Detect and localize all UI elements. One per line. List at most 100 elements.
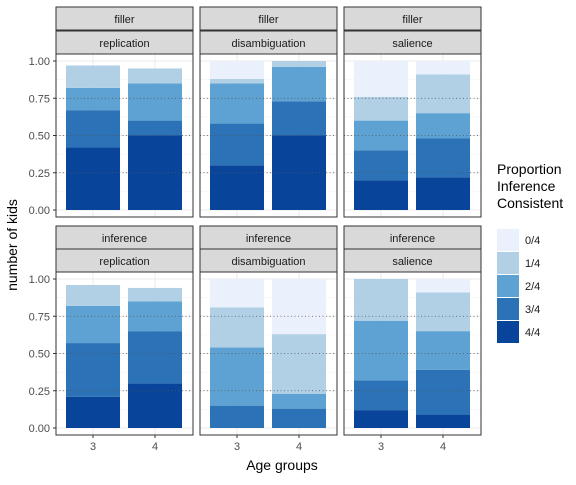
bar-segment-2-of-4 <box>66 87 120 111</box>
facet-row-label: filler <box>114 14 135 26</box>
facet-row-label: inference <box>102 233 147 245</box>
bar-segment-2-of-4 <box>210 347 264 406</box>
panel-border <box>199 271 338 436</box>
y-tick-label: 0.75 <box>29 311 50 323</box>
bar-segment-3-of-4 <box>128 331 182 384</box>
legend-label: 0/4 <box>525 235 540 247</box>
y-tick-label: 0.00 <box>29 423 50 435</box>
y-tick-label: 1.00 <box>29 274 50 286</box>
bar-segment-0-of-4 <box>210 279 264 308</box>
bar-segment-3-of-4 <box>416 369 470 415</box>
panel-border <box>343 53 482 218</box>
bar-segment-0-of-4 <box>354 61 408 97</box>
panel-border <box>343 271 482 436</box>
bar-segment-1-of-4 <box>66 284 120 306</box>
bar-segment-3-of-4 <box>354 380 408 411</box>
panel-border <box>199 53 338 218</box>
x-tick-label: 3 <box>90 441 96 453</box>
bar-segment-4-of-4 <box>128 383 182 428</box>
facet-col-label: replication <box>99 38 149 50</box>
bar-segment-3-of-4 <box>272 101 326 136</box>
y-tick-label: 0.50 <box>29 131 50 143</box>
y-tick-label: 0.00 <box>29 205 50 217</box>
y-tick-label: 0.25 <box>29 386 50 398</box>
bar-segment-1-of-4 <box>416 292 470 332</box>
bar-segment-3-of-4 <box>210 123 264 166</box>
bar-segment-1-of-4 <box>354 96 408 121</box>
bar-segment-1-of-4 <box>210 307 264 348</box>
bar-segment-1-of-4 <box>272 61 326 67</box>
bar-segment-3-of-4 <box>272 408 326 428</box>
x-axis-title: Age groups <box>246 457 318 473</box>
legend-label: 4/4 <box>525 327 540 339</box>
bar-segment-1-of-4 <box>210 78 264 84</box>
legend-label: 3/4 <box>525 304 540 316</box>
y-axis-title: number of kids <box>4 199 20 291</box>
bar-segment-1-of-4 <box>66 65 120 88</box>
y-tick-label: 1.00 <box>29 56 50 68</box>
facet-strip-row <box>55 6 194 31</box>
bar-segment-4-of-4 <box>354 180 408 210</box>
legend-title: Proportion <box>497 161 562 177</box>
facet-row-label: inference <box>390 233 435 245</box>
x-tick-label: 3 <box>234 441 240 453</box>
bar-segment-2-of-4 <box>354 120 408 151</box>
bar-segment-4-of-4 <box>416 414 470 428</box>
bar-segment-4-of-4 <box>66 396 120 428</box>
bar-segment-3-of-4 <box>416 138 470 178</box>
bar-segment-4-of-4 <box>354 410 408 428</box>
bar-segment-1-of-4 <box>128 287 182 302</box>
bar-segment-2-of-4 <box>128 83 182 121</box>
bar-segment-0-of-4 <box>210 61 264 79</box>
bar-segment-3-of-4 <box>210 405 264 428</box>
x-tick-label: 4 <box>296 441 302 453</box>
facet-col-label: replication <box>99 256 149 268</box>
bar-segment-3-of-4 <box>354 150 408 181</box>
bar-segment-0-of-4 <box>272 279 326 335</box>
bar-segment-2-of-4 <box>354 320 408 381</box>
bar-segment-1-of-4 <box>416 74 470 114</box>
bar-segment-3-of-4 <box>66 343 120 397</box>
facet-col-label: disambiguation <box>232 256 306 268</box>
y-tick-label: 0.75 <box>29 93 50 105</box>
facet-strip-row <box>343 6 482 31</box>
facet-col-label: salience <box>392 38 432 50</box>
legend-key-0-of-4 <box>497 229 519 251</box>
bar-segment-2-of-4 <box>272 66 326 102</box>
bar-segment-2-of-4 <box>66 305 120 344</box>
facet-strip-row <box>199 6 338 31</box>
bar-segment-1-of-4 <box>272 334 326 394</box>
bar-segment-2-of-4 <box>272 393 326 409</box>
bar-segment-3-of-4 <box>66 110 120 148</box>
x-tick-label: 4 <box>152 441 158 453</box>
facet-row-label: filler <box>258 14 279 26</box>
legend-key-2-of-4 <box>497 275 519 297</box>
legend-key-4-of-4 <box>497 321 519 343</box>
facet-row-label: filler <box>402 14 423 26</box>
legend-key-3-of-4 <box>497 298 519 320</box>
legend-title: Consistent <box>497 195 563 211</box>
bar-segment-2-of-4 <box>416 331 470 370</box>
x-tick-label: 4 <box>440 441 446 453</box>
bar-segment-3-of-4 <box>128 120 182 136</box>
bar-segment-1-of-4 <box>128 68 182 84</box>
legend-title: Inference <box>497 178 556 194</box>
facet-col-label: salience <box>392 256 432 268</box>
legend-label: 2/4 <box>525 281 540 293</box>
bar-segment-0-of-4 <box>416 61 470 75</box>
y-tick-label: 0.25 <box>29 168 50 180</box>
bar-segment-4-of-4 <box>210 165 264 210</box>
bar-segment-2-of-4 <box>210 83 264 124</box>
bar-segment-1-of-4 <box>354 279 408 321</box>
bar-segment-2-of-4 <box>416 113 470 139</box>
legend-label: 1/4 <box>525 258 540 270</box>
legend-key-1-of-4 <box>497 252 519 274</box>
x-tick-label: 3 <box>378 441 384 453</box>
bar-segment-4-of-4 <box>416 177 470 210</box>
facet-row-label: inference <box>246 233 291 245</box>
bar-segment-0-of-4 <box>416 279 470 293</box>
y-tick-label: 0.50 <box>29 349 50 361</box>
facet-col-label: disambiguation <box>232 38 306 50</box>
